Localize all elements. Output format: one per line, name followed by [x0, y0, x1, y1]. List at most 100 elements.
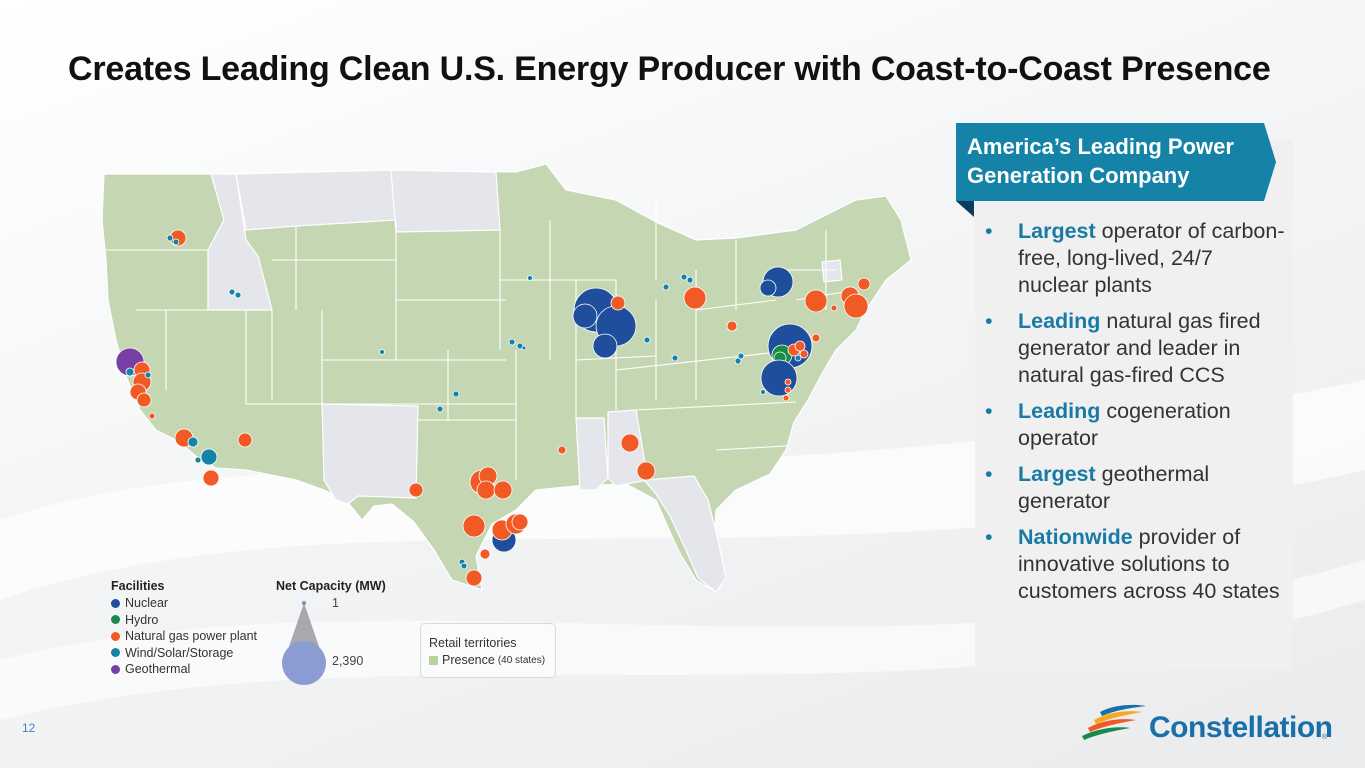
gas-plant-marker: [794, 340, 806, 352]
capacity-scale-icon: [282, 601, 326, 685]
wind-marker: [460, 562, 468, 570]
bullet-text: natural gas fired generator and leader i…: [1018, 309, 1261, 387]
bullet-text: operator of carbon-free, long-lived, 24/…: [1018, 219, 1285, 297]
retail-legend-title: Retail territories: [429, 636, 517, 650]
gas-plant-marker: [511, 513, 529, 531]
bullet-keyword: Largest: [1018, 462, 1096, 486]
legend-item-geothermal: Geothermal: [111, 661, 257, 678]
nuclear-marker: [760, 359, 798, 397]
legend-item-gas: Natural gas power plant: [111, 628, 257, 645]
bullet-text: provider of innovative solutions to cust…: [1018, 525, 1280, 603]
bullet-keyword: Largest: [1018, 219, 1096, 243]
legend-item-wind: Wind/Solar/Storage: [111, 645, 257, 662]
wind-marker: [234, 291, 242, 299]
wind-marker: [187, 436, 199, 448]
gas-plant-marker: [462, 514, 486, 538]
gas-plant-marker: [408, 482, 424, 498]
gas-plant-marker: [799, 349, 809, 359]
gas-plant-marker: [610, 295, 626, 311]
gas-dot-icon: [111, 631, 120, 641]
panel-heading-line1: America’s Leading Power: [967, 134, 1234, 159]
gas-plant-marker: [148, 412, 156, 420]
gas-plant-marker: [136, 392, 152, 408]
gas-plant-marker: [843, 293, 869, 319]
state-montana-north: [235, 169, 397, 231]
list-item: • Largest operator of carbon-free, long-l…: [985, 219, 1285, 297]
capacity-legend-title: Net Capacity (MW): [276, 579, 386, 593]
wind-marker: [144, 371, 152, 379]
logo-swoosh-icon: [1082, 704, 1146, 740]
legend-label: Wind/Solar/Storage: [125, 645, 234, 660]
gas-plant-marker: [202, 469, 220, 487]
facility-markers: [115, 229, 871, 587]
nuclear-dot-icon: [111, 598, 120, 608]
gas-plant-marker: [784, 386, 792, 394]
gas-plant-marker: [237, 432, 253, 448]
wind-marker: [200, 448, 218, 466]
wind-marker: [508, 338, 516, 346]
list-item: • Nationwide provider of innovative solut…: [985, 525, 1280, 603]
nuclear-marker: [572, 303, 598, 329]
us-outline: [101, 163, 912, 593]
panel-heading: America’s Leading Power Generation Compa…: [967, 132, 1267, 190]
list-item: • Leading cogeneration operator: [985, 399, 1231, 450]
wind-marker: [734, 357, 742, 365]
bullet-text: geothermal generator: [1018, 462, 1210, 513]
logo-text: Constellation: [1149, 711, 1333, 744]
wind-marker: [737, 352, 745, 360]
wind-marker: [527, 275, 533, 281]
gas-plant-marker: [476, 480, 496, 500]
bullet-keyword: Nationwide: [1018, 525, 1133, 549]
facilities-legend-title: Facilities: [111, 579, 165, 593]
retail-legend: Retail territories Presence (40 states): [420, 623, 556, 678]
legend-label: Hydro: [125, 612, 159, 627]
wind-marker: [521, 345, 527, 351]
facilities-legend: Facilities Nuclear Hydro Natural gas pow…: [111, 579, 257, 678]
hydro-dot-icon: [111, 615, 120, 625]
wind-marker: [794, 354, 802, 362]
wind-marker: [166, 234, 174, 242]
list-item: • Largest geothermal generator: [985, 462, 1210, 513]
gas-plant-marker: [804, 289, 828, 313]
highlights-list: • Largest operator of carbon-free, long-l…: [985, 218, 1285, 614]
legend-label: Geothermal: [125, 662, 191, 677]
gas-plant-marker: [620, 433, 640, 453]
state-north-dakota: [390, 169, 501, 233]
wind-marker: [680, 273, 688, 281]
state-mississippi: [575, 417, 609, 491]
list-item: • Leading natural gas fired generator and…: [985, 309, 1261, 387]
gas-plant-marker: [784, 378, 792, 386]
state-florida: [642, 475, 727, 593]
legend-item-nuclear: Nuclear: [111, 595, 257, 612]
wind-marker: [452, 390, 460, 398]
panel-banner: America’s Leading Power Generation Compa…: [956, 123, 1276, 217]
logo-registered-mark: ®: [1322, 734, 1328, 741]
presence-swatch-icon: [429, 655, 438, 665]
wind-marker: [643, 336, 651, 344]
retail-presence-label: Presence: [442, 653, 495, 668]
nuclear-marker: [592, 333, 618, 359]
wind-marker: [194, 456, 202, 464]
geothermal-dot-icon: [111, 664, 120, 674]
wind-marker: [125, 367, 135, 377]
wind-marker: [662, 283, 670, 291]
wind-dot-icon: [111, 648, 120, 658]
bullet-keyword: Leading: [1018, 399, 1101, 423]
state-maine-north: [821, 259, 843, 283]
state-new-mexico: [321, 403, 419, 505]
page-title: Creates Leading Clean U.S. Energy Produc…: [68, 50, 1271, 88]
gas-plant-marker: [782, 394, 790, 402]
legend-label: Nuclear: [125, 596, 169, 611]
constellation-logo: Constellation ®: [1080, 700, 1333, 750]
gas-plant-marker: [479, 548, 491, 560]
wind-marker: [379, 349, 385, 355]
retail-presence-item: Presence (40 states): [429, 652, 555, 669]
capacity-min-label: 1: [332, 596, 339, 610]
capacity-max-label: 2,390: [332, 654, 364, 668]
retail-states-count: (40 states): [497, 654, 546, 666]
page-number: 12: [22, 721, 36, 735]
panel-heading-line2: Generation Company: [967, 163, 1190, 188]
wind-marker: [436, 405, 444, 413]
wind-marker: [671, 354, 679, 362]
gas-plant-marker: [493, 480, 513, 500]
